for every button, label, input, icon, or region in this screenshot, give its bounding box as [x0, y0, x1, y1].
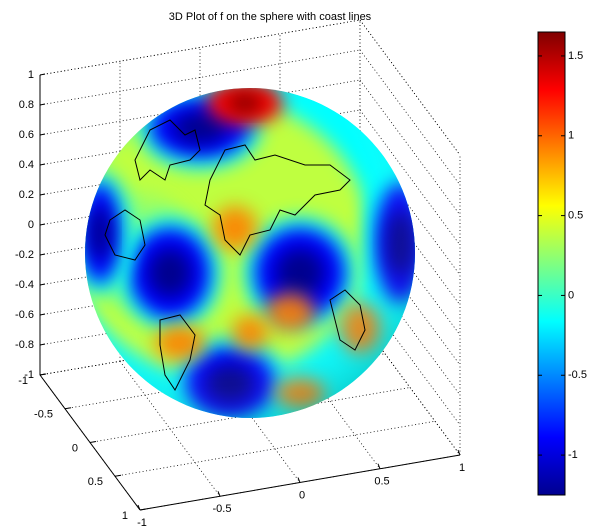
z-tick-label: -0.6 — [15, 309, 34, 321]
z-tick-label: -0.2 — [15, 249, 34, 261]
y-tick — [40, 374, 46, 375]
x-tick-label: 0.5 — [374, 476, 389, 488]
y-tick — [115, 475, 121, 476]
y-tick-label: 0.5 — [88, 476, 103, 488]
z-tick-label: 0.2 — [19, 189, 34, 201]
x-tick-label: -1 — [137, 517, 147, 527]
z-tick-label: 0 — [28, 219, 34, 231]
z-tick — [40, 74, 45, 75]
y-tick — [90, 442, 96, 443]
z-tick — [40, 194, 45, 195]
z-tick — [40, 314, 45, 315]
y-tick-label: 0 — [72, 442, 78, 454]
z-tick-label: 0.6 — [19, 129, 34, 141]
z-tick — [40, 254, 45, 255]
y-tick-label: 1 — [122, 510, 128, 522]
chart: 3D Plot of f on the sphere with coast li… — [0, 0, 590, 527]
colorbar-tick-label: 0.5 — [568, 210, 583, 222]
x-tick-label: -0.5 — [213, 503, 232, 515]
z-tick-label: -0.4 — [15, 279, 34, 291]
z-tick — [40, 134, 45, 135]
y-tick — [65, 408, 71, 409]
colorbar: -1 -0.5 0 0.5 1 1.5 — [538, 32, 587, 495]
colorbar-tick-label: 1.5 — [568, 50, 583, 62]
y-tick-label: -1 — [18, 375, 28, 387]
z-tick — [40, 104, 45, 105]
colorbar-tick-label: 1 — [568, 130, 574, 142]
colorbar-tick-label: -1 — [568, 449, 578, 461]
chart-title: 3D Plot of f on the sphere with coast li… — [169, 11, 372, 23]
sphere-surface — [68, 81, 437, 430]
z-tick-label: 1 — [28, 69, 34, 81]
colorbar-tick-label: 0 — [568, 289, 574, 301]
y-tick-label: -0.5 — [34, 409, 53, 421]
z-tick-label: -0.8 — [15, 339, 34, 351]
z-tick — [40, 224, 45, 225]
z-tick — [40, 284, 45, 285]
y-tick — [140, 509, 146, 510]
grid-line — [360, 20, 460, 155]
sphere-shade — [85, 88, 415, 418]
z-tick-label: 0.4 — [19, 159, 34, 171]
z-tick-label: 0.8 — [19, 99, 34, 111]
colorbar-scale — [538, 32, 565, 495]
z-tick — [40, 164, 45, 165]
colorbar-tick-label: -0.5 — [568, 369, 587, 381]
x-tick-label: 0 — [299, 489, 305, 501]
x-tick-label: 1 — [459, 462, 465, 474]
z-tick — [40, 344, 45, 345]
